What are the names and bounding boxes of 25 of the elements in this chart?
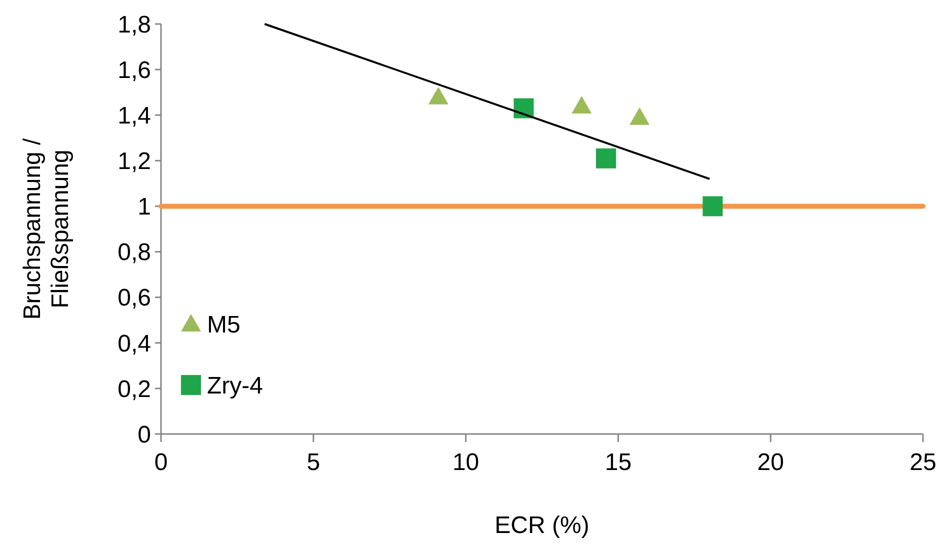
point: [702, 196, 723, 216]
x-tick-label: 25: [910, 449, 936, 476]
x-tick-label: 20: [757, 449, 784, 476]
y-tick-label: 1,4: [118, 102, 151, 130]
y-axis-title: Bruchspannung / Fließspannung: [19, 138, 74, 320]
y-tick-label: 1: [138, 194, 151, 221]
point: [630, 107, 650, 125]
x-tick-label: 10: [452, 449, 480, 476]
y-tick-label: 0,8: [118, 239, 151, 266]
y-tick-label: 0: [138, 421, 151, 448]
point: [428, 86, 448, 104]
y-tick-label: 1,8: [118, 11, 151, 38]
x-tick-label: 0: [154, 449, 168, 476]
x-tick-label: 5: [306, 449, 320, 476]
point: [596, 148, 616, 168]
point: [572, 96, 592, 114]
legend-label: M5: [207, 311, 240, 338]
y-tick-label: 0,4: [118, 330, 151, 358]
x-tick-label: 15: [604, 449, 632, 476]
y-tick-label: 0,2: [118, 376, 151, 403]
y-tick-label: 1,6: [118, 56, 151, 84]
y-tick-label: 0,6: [118, 284, 151, 312]
y-tick-label: 1,2: [118, 148, 151, 176]
legend-label: Zry-4: [207, 372, 263, 400]
x-axis-title: ECR (%): [494, 512, 590, 539]
